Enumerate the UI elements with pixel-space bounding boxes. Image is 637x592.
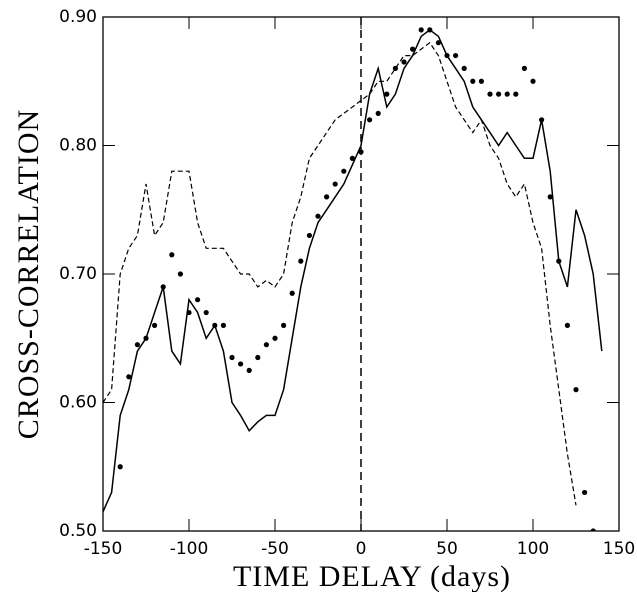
point bbox=[246, 367, 252, 373]
point bbox=[539, 117, 545, 123]
point bbox=[298, 258, 304, 264]
point bbox=[341, 168, 347, 174]
point bbox=[556, 258, 562, 264]
y-axis-label: CROSS-CORRELATION bbox=[12, 109, 45, 439]
point bbox=[203, 309, 209, 316]
x-tick-label: 0 bbox=[356, 539, 367, 559]
point bbox=[315, 213, 321, 219]
point bbox=[134, 342, 140, 348]
point bbox=[401, 59, 407, 65]
point bbox=[504, 91, 510, 97]
point bbox=[177, 271, 183, 277]
point bbox=[435, 40, 441, 46]
point bbox=[547, 194, 553, 200]
point bbox=[229, 354, 235, 361]
x-tick-label: 150 bbox=[603, 539, 635, 559]
point bbox=[487, 91, 493, 97]
y-tick-label: 0.60 bbox=[59, 393, 97, 413]
point bbox=[255, 354, 261, 361]
x-tick-label: 50 bbox=[436, 539, 458, 559]
point bbox=[564, 322, 571, 328]
point bbox=[461, 65, 467, 71]
point bbox=[418, 27, 424, 33]
point bbox=[582, 489, 588, 496]
point bbox=[324, 194, 330, 200]
point bbox=[478, 78, 484, 84]
point bbox=[281, 322, 287, 328]
point bbox=[496, 91, 502, 97]
point bbox=[444, 52, 450, 59]
point bbox=[358, 149, 364, 155]
point bbox=[195, 297, 201, 303]
point bbox=[513, 91, 519, 97]
point bbox=[453, 52, 459, 59]
point bbox=[384, 91, 390, 97]
line bbox=[103, 41, 577, 506]
point bbox=[160, 284, 166, 290]
point bbox=[427, 27, 433, 33]
point bbox=[470, 78, 476, 84]
point bbox=[375, 110, 381, 116]
x-tick-label: -150 bbox=[84, 539, 123, 559]
point bbox=[306, 232, 312, 239]
x-axis-label: TIME DELAY (days) bbox=[233, 560, 511, 592]
point bbox=[220, 322, 226, 328]
point bbox=[272, 335, 278, 341]
point bbox=[349, 155, 355, 161]
point bbox=[367, 117, 373, 123]
point bbox=[169, 252, 175, 258]
point bbox=[152, 322, 158, 328]
y-tick-label: 0.90 bbox=[59, 7, 97, 27]
point bbox=[143, 335, 149, 341]
point bbox=[392, 65, 398, 71]
point bbox=[212, 322, 218, 328]
point bbox=[126, 374, 132, 380]
point bbox=[530, 78, 536, 84]
x-tick-label: 100 bbox=[517, 539, 549, 559]
point bbox=[410, 46, 416, 52]
y-tick-label: 0.80 bbox=[59, 136, 97, 156]
x-tick-label: -50 bbox=[261, 539, 289, 559]
point bbox=[263, 342, 269, 348]
y-tick-label: 0.70 bbox=[59, 264, 97, 284]
point bbox=[573, 387, 579, 393]
point bbox=[590, 528, 596, 531]
x-tick-label: -100 bbox=[170, 539, 209, 559]
point bbox=[521, 65, 528, 71]
point bbox=[238, 361, 244, 367]
point bbox=[186, 309, 192, 316]
point bbox=[289, 290, 295, 296]
y-tick-label: 0.50 bbox=[59, 521, 97, 541]
line bbox=[103, 28, 603, 513]
point bbox=[332, 181, 338, 187]
point bbox=[117, 464, 123, 470]
